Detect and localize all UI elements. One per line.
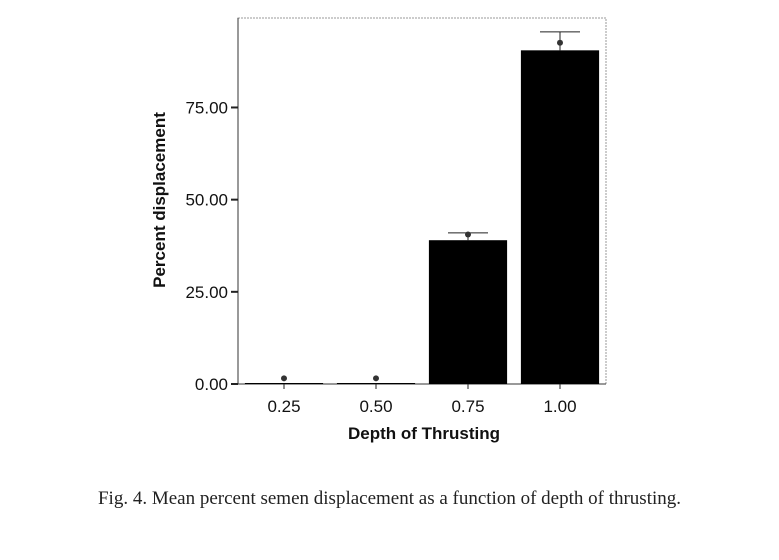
bar-0.75 <box>428 240 508 384</box>
y-tick-label-1: 25.00 <box>185 283 228 302</box>
mean-marker-0.25 <box>281 375 287 382</box>
y-tick-label-2: 50.00 <box>185 191 228 210</box>
x-tick-label-0.50: 0.50 <box>359 397 392 416</box>
x-tick-label-0.25: 0.25 <box>267 397 300 416</box>
mean-marker-0.75 <box>465 231 471 238</box>
mean-marker-1.00 <box>557 39 563 46</box>
x-axis-title: Depth of Thrusting <box>348 424 500 443</box>
error-bars <box>281 31 580 382</box>
bars <box>244 50 600 384</box>
y-tick-label-3: 75.00 <box>185 98 228 117</box>
figure-caption: Fig. 4. Mean percent semen displacement … <box>97 488 682 509</box>
mean-marker-0.50 <box>373 375 379 382</box>
x-tick-label-1.00: 1.00 <box>543 397 576 416</box>
x-tick-label-0.75: 0.75 <box>451 397 484 416</box>
x-tick-labels: 0.25 0.50 0.75 1.00 <box>267 384 577 416</box>
y-axis-ticks: 0.00 25.00 50.00 75.00 <box>185 98 238 394</box>
bar-1.00 <box>520 50 600 384</box>
y-axis-title: Percent displacement <box>150 112 169 288</box>
y-tick-label-0: 0.00 <box>195 375 228 394</box>
bar-0.50 <box>336 383 416 384</box>
bar-chart: 0.00 25.00 50.00 75.00 0.25 0.50 0.75 1.00 Dep… <box>150 17 607 443</box>
bar-0.25 <box>244 383 324 384</box>
